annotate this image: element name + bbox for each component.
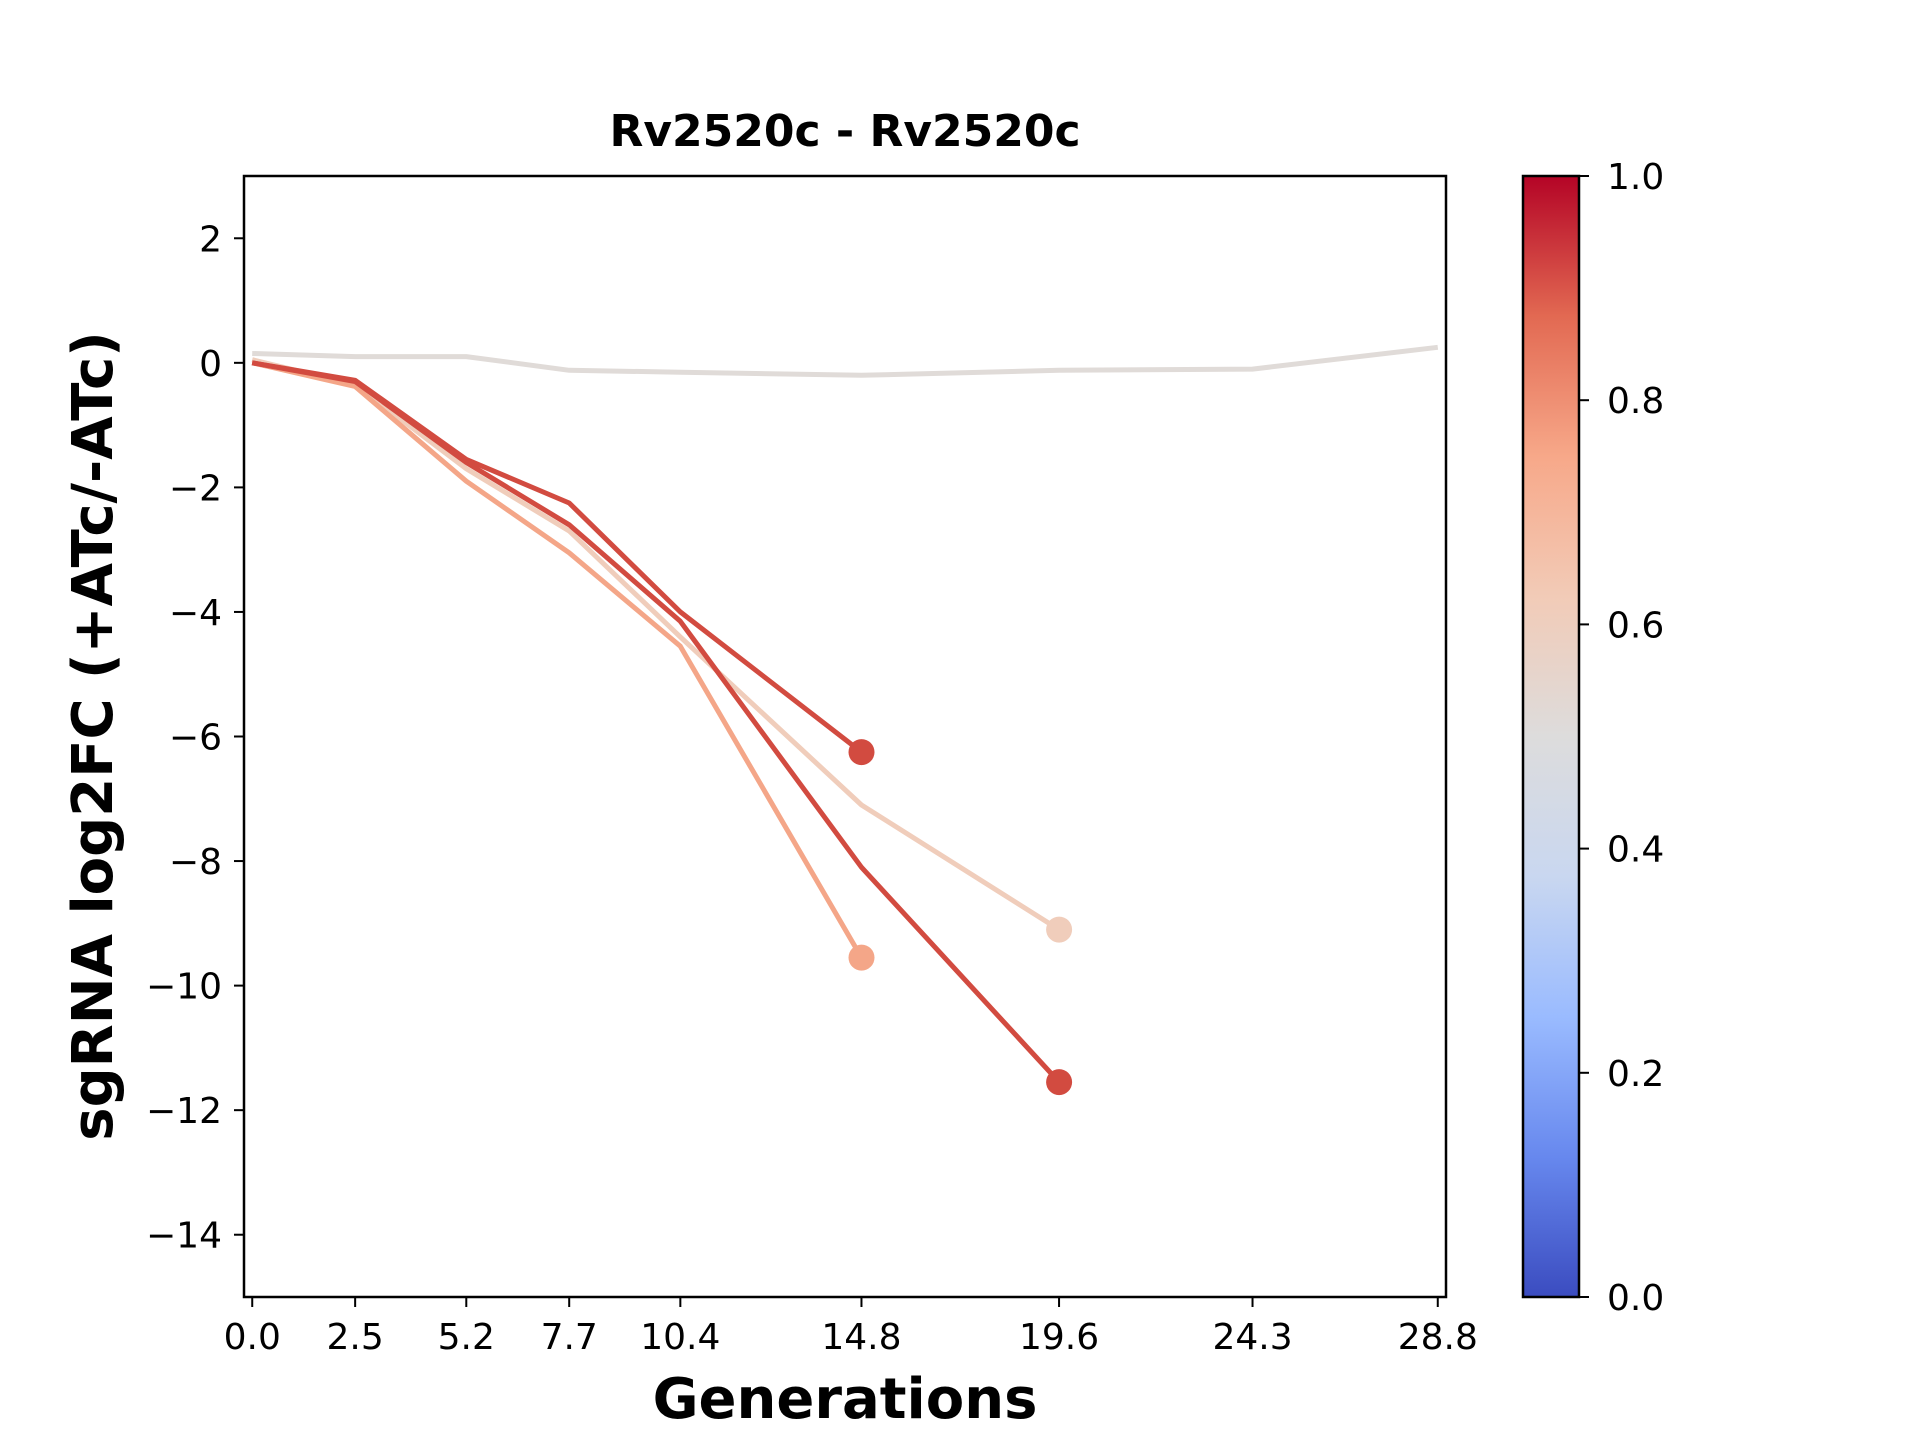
plot-area — [251, 344, 1439, 1096]
colorbar-tick-label: 0.8 — [1607, 381, 1664, 422]
x-tick-label: 19.6 — [1019, 1317, 1099, 1358]
x-tick-label: 0.0 — [224, 1317, 281, 1358]
series-line-3 — [251, 360, 864, 959]
x-tick-label: 7.7 — [541, 1317, 598, 1358]
colorbar-ticks: 0.0 0.2 0.4 0.6 0.8 1.0 — [1579, 157, 1664, 1319]
series-end-marker-5 — [848, 739, 875, 766]
chart-title: Rv2520c - Rv2520c — [609, 106, 1080, 157]
colorbar-tick-label: 0.0 — [1607, 1278, 1664, 1319]
series-end-marker-2 — [1046, 916, 1073, 943]
y-axis: 2 0 −2 −4 −6 −8 −10 −12 −14 — [146, 219, 244, 1257]
y-tick-label: −4 — [169, 593, 222, 634]
colorbar-tick-label: 1.0 — [1607, 157, 1664, 198]
colorbar-tick-label: 0.4 — [1607, 830, 1664, 871]
x-tick-label: 24.3 — [1212, 1317, 1292, 1358]
x-tick-label: 5.2 — [438, 1317, 495, 1358]
colorbar-tick-label: 0.6 — [1607, 605, 1664, 646]
y-tick-label: 2 — [199, 219, 222, 260]
colorbar-gradient — [1521, 174, 1581, 1299]
series-line-2 — [251, 357, 1061, 932]
series-end-marker-4 — [1046, 1069, 1073, 1096]
y-tick-label: −14 — [146, 1216, 222, 1257]
x-tick-label: 28.8 — [1398, 1317, 1478, 1358]
y-tick-label: 0 — [199, 344, 222, 385]
x-tick-label: 10.4 — [640, 1317, 720, 1358]
y-axis-label: sgRNA log2FC (+ATc/-ATc) — [61, 331, 126, 1141]
y-tick-label: −12 — [146, 1091, 222, 1132]
colorbar-tick-label: 0.2 — [1607, 1054, 1664, 1095]
y-tick-label: −6 — [169, 718, 222, 759]
series-line-1 — [252, 344, 1439, 378]
colorbar: 0.0 0.2 0.4 0.6 0.8 1.0 — [1521, 157, 1664, 1319]
x-tick-label: 14.8 — [821, 1317, 901, 1358]
series-line-4 — [251, 360, 1061, 1084]
y-tick-label: −8 — [169, 842, 222, 883]
series-line-5 — [251, 360, 864, 755]
x-axis: 0.0 2.5 5.2 7.7 10.4 14.8 19.6 24.3 28.8 — [224, 1297, 1478, 1358]
x-tick-label: 2.5 — [327, 1317, 384, 1358]
x-axis-label: Generations — [653, 1367, 1038, 1432]
y-tick-label: −2 — [169, 468, 222, 509]
y-tick-label: −10 — [146, 967, 222, 1008]
series-end-marker-3 — [848, 944, 875, 971]
